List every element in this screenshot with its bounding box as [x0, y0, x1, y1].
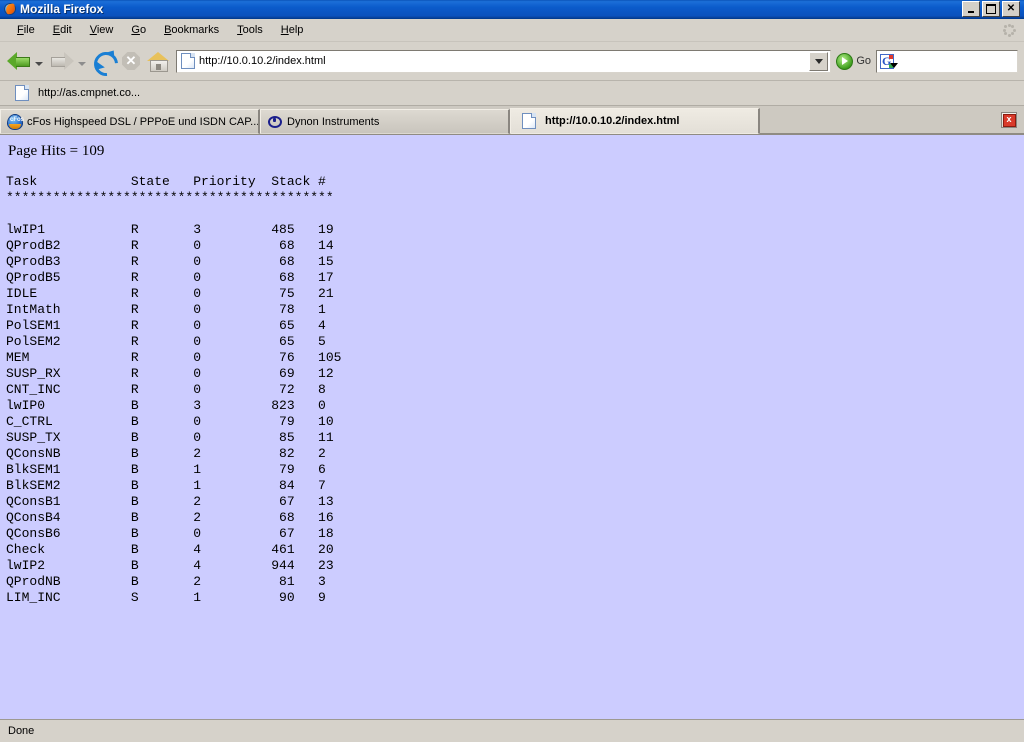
home-icon — [146, 50, 170, 72]
menu-item-edit[interactable]: Edit — [52, 24, 72, 36]
search-bar[interactable]: G — [876, 49, 1018, 73]
page-icon — [522, 113, 536, 129]
page-hits-line: Page Hits = 109 — [8, 143, 105, 159]
page-icon — [181, 53, 195, 69]
stop-icon: ✕ — [120, 50, 142, 72]
bookmark-label: http://as.cmpnet.co... — [38, 87, 141, 99]
back-arrow-icon — [6, 50, 32, 72]
close-button[interactable]: ✕ — [1002, 1, 1020, 17]
minimize-button[interactable] — [962, 1, 980, 17]
bookmarks-toolbar: http://as.cmpnet.co... — [0, 81, 1024, 106]
tab-label: cFos Highspeed DSL / PPPoE und ISDN CAP.… — [27, 115, 260, 128]
menu-item-go[interactable]: Go — [131, 24, 147, 36]
close-icon: x — [1002, 113, 1016, 127]
url-dropdown-button[interactable] — [809, 51, 829, 71]
url-input[interactable]: http://10.0.10.2/index.html — [199, 55, 326, 67]
tab-dynon[interactable]: Dynon Instruments — [260, 109, 510, 134]
tab-label: http://10.0.10.2/index.html — [545, 115, 680, 127]
menu-item-view[interactable]: View — [89, 24, 114, 36]
bookmark-item[interactable]: http://as.cmpnet.co... — [6, 83, 145, 103]
maximize-button[interactable] — [982, 1, 1000, 17]
back-button[interactable] — [4, 45, 34, 77]
menu-item-tools[interactable]: Tools — [237, 24, 263, 36]
cfos-favicon: cFos — [8, 114, 24, 129]
menu-item-help[interactable]: Help — [280, 24, 304, 36]
back-dropdown-icon[interactable] — [35, 62, 43, 66]
go-icon — [836, 52, 854, 70]
tab-cfos[interactable]: cFos cFos Highspeed DSL / PPPoE und ISDN… — [0, 109, 260, 134]
google-icon[interactable]: G — [880, 53, 898, 69]
dynon-favicon — [268, 115, 282, 129]
forward-dropdown-icon[interactable] — [78, 62, 86, 66]
task-table: Task State Priority Stack # ************… — [6, 174, 342, 605]
tab-bar-filler — [760, 108, 1024, 134]
forward-button[interactable] — [47, 45, 77, 77]
tab-index-html[interactable]: http://10.0.10.2/index.html — [510, 108, 760, 134]
close-tab-button[interactable]: x — [1001, 112, 1017, 128]
stop-button[interactable]: ✕ — [118, 45, 144, 77]
status-bar: Done — [0, 719, 1024, 742]
reload-button[interactable] — [89, 45, 123, 81]
status-text: Done — [8, 725, 35, 737]
window-title: Mozilla Firefox — [20, 2, 104, 16]
menu-decoration-icon — [1000, 21, 1018, 39]
tab-label: Dynon Instruments — [287, 115, 380, 128]
firefox-icon — [3, 2, 17, 16]
forward-arrow-icon — [49, 50, 75, 72]
go-label: Go — [856, 55, 871, 67]
tab-bar: cFos cFos Highspeed DSL / PPPoE und ISDN… — [0, 106, 1024, 135]
reload-icon — [89, 47, 123, 81]
menu-item-file[interactable]: File — [17, 24, 35, 36]
page-icon — [15, 85, 29, 101]
menu-item-bookmarks[interactable]: Bookmarks — [164, 24, 220, 36]
navigation-toolbar: ✕ http://10.0.10.2/index.html Go G — [0, 42, 1024, 81]
home-button[interactable] — [144, 45, 172, 77]
title-bar: Mozilla Firefox ✕ — [0, 0, 1024, 19]
menu-bar: File Edit View Go Bookmarks Tools Help — [0, 19, 1024, 42]
window-controls: ✕ — [962, 1, 1022, 17]
page-content: Page Hits = 109 Task State Priority Stac… — [0, 135, 1024, 719]
go-button[interactable]: Go — [833, 52, 876, 70]
url-bar[interactable]: http://10.0.10.2/index.html — [176, 49, 832, 73]
